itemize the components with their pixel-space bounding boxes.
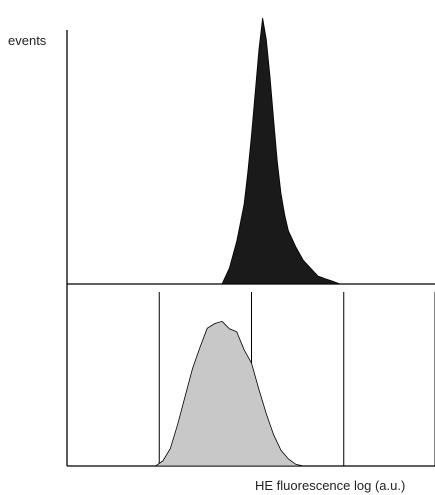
top-histogram bbox=[221, 17, 341, 285]
bottom-histogram bbox=[155, 320, 304, 467]
y-axis-label: events bbox=[8, 33, 47, 48]
x-axis-label: HE fluorescence log (a.u.) bbox=[255, 478, 405, 493]
histogram-areas bbox=[155, 17, 341, 467]
